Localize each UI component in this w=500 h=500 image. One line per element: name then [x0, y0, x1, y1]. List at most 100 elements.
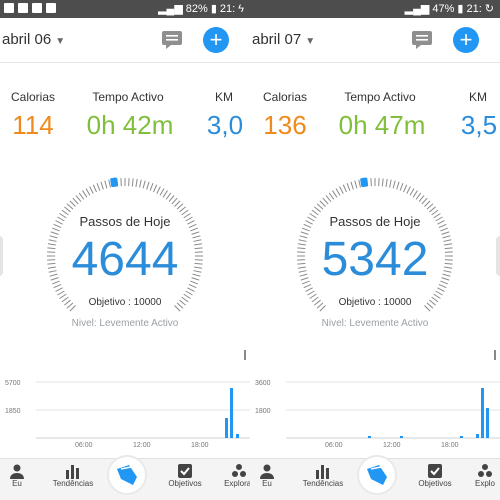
ring-tick	[307, 216, 315, 222]
nav-objetivos[interactable]: Objetivos	[160, 463, 210, 488]
ring-tick	[190, 280, 198, 285]
bar-chart-icon	[66, 465, 79, 479]
nav-tendencias[interactable]: Tendências	[298, 463, 348, 488]
ring-tick	[399, 183, 404, 191]
bottom-nav: Eu Tendências Objetivos Explo	[250, 455, 500, 500]
ring-tick	[108, 179, 111, 188]
ring-tick	[381, 178, 384, 187]
ring-tick	[52, 227, 60, 232]
message-icon[interactable]	[411, 30, 433, 50]
ring-tick	[300, 231, 309, 235]
signal-icon: ▂▄▆	[158, 3, 183, 15]
ring-tick	[194, 262, 203, 265]
ring-tick	[350, 181, 354, 190]
signal-icon: ▂▄▆	[404, 3, 430, 15]
ring-tick	[49, 273, 58, 277]
steps-value: 4644	[71, 233, 179, 286]
ring-tick	[191, 277, 200, 281]
bar	[476, 434, 479, 438]
nav-label: Explorar	[224, 479, 250, 488]
right-screen: ▂▄▆ 47% ▮ 21: ↻ abril 07 ▼ + Calorias Tem…	[250, 0, 500, 500]
checklist-icon	[428, 464, 442, 478]
nav-home-shoe[interactable]	[107, 455, 147, 495]
ring-tick	[47, 243, 56, 246]
ring-tick	[426, 203, 434, 210]
clock: 21:	[219, 2, 236, 15]
ring-tick	[299, 235, 308, 239]
ring-tick	[96, 183, 101, 191]
ring-tick	[332, 190, 338, 198]
ring-tick	[179, 206, 186, 213]
ring-tick	[85, 188, 91, 196]
nav-label: Eu	[262, 479, 272, 488]
y-tick-top: 5700	[5, 380, 21, 387]
bag-icon	[46, 3, 56, 13]
ring-tick	[299, 273, 308, 277]
calorias-value: 136	[263, 110, 307, 140]
nav-eu[interactable]: Eu	[0, 463, 42, 488]
ring-tick	[429, 299, 436, 306]
nav-explorar[interactable]: Explo	[460, 463, 500, 488]
ring-tick	[438, 223, 447, 228]
ring-tick	[69, 200, 76, 207]
ring-tick	[61, 296, 69, 303]
ring-tick	[82, 190, 88, 198]
ring-tick	[69, 305, 76, 312]
ring-tick	[55, 220, 63, 225]
ring-tick	[48, 270, 57, 273]
ring-tick	[319, 305, 326, 312]
add-button[interactable]: +	[203, 27, 229, 53]
nav-eu[interactable]: Eu	[250, 463, 292, 488]
ring-tick	[165, 192, 172, 200]
date-selector[interactable]: abril 07 ▼	[252, 31, 315, 48]
ring-tick	[57, 290, 65, 296]
x-tick-1200: 12:00	[133, 442, 151, 449]
ring-tick	[418, 195, 425, 202]
km-value: 3,0	[206, 110, 244, 140]
battery-icon: ▮	[457, 3, 464, 15]
shoe-icon	[117, 465, 137, 485]
ring-tick	[89, 186, 94, 194]
x-tick-1800: 18:00	[441, 442, 459, 449]
steps-title: Passos de Hoje	[79, 214, 171, 229]
bar	[236, 434, 239, 438]
bar	[460, 436, 463, 438]
ring-tick	[300, 277, 309, 281]
goal-text: Objetivo : 10000	[88, 297, 162, 308]
date-selector[interactable]: abril 06 ▼	[2, 31, 65, 48]
ring-tick	[50, 277, 59, 281]
ring-tick	[409, 188, 415, 196]
ring-tick	[358, 179, 361, 188]
next-page-peek[interactable]	[496, 236, 500, 276]
divider	[0, 62, 250, 63]
ring-tick	[171, 197, 178, 205]
ring-tick	[156, 186, 161, 194]
ring-tick	[49, 235, 58, 239]
ring-tick	[415, 192, 422, 200]
facebook-icon	[32, 3, 42, 13]
ring-tick	[328, 192, 335, 200]
ring-tick	[444, 243, 453, 246]
message-icon[interactable]	[161, 30, 183, 50]
progress-ring	[47, 177, 203, 312]
ring-tick	[176, 302, 184, 309]
nav-objetivos[interactable]: Objetivos	[410, 463, 460, 488]
ring-tick	[339, 186, 344, 194]
ring-tick	[66, 302, 74, 309]
nav-home-shoe[interactable]	[357, 455, 397, 495]
notification-icons	[4, 3, 56, 13]
sync-icon: ↻	[484, 3, 494, 15]
ring-tick	[406, 186, 411, 194]
add-button[interactable]: +	[453, 27, 479, 53]
ring-tick	[441, 277, 450, 281]
nav-explorar[interactable]: Explorar	[214, 463, 250, 488]
nav-tendencias[interactable]: Tendências	[48, 463, 98, 488]
prev-page-peek[interactable]	[0, 236, 3, 276]
ring-tick	[183, 213, 191, 219]
ring-tick	[53, 223, 62, 228]
level-text: Nivel: Levemente Activo	[321, 318, 429, 329]
ring-tick	[190, 227, 198, 232]
hourly-chart: 3600 1800 06:00 12:00 18:00	[255, 350, 500, 449]
date-label: abril 06	[2, 31, 52, 48]
ring-tick	[104, 180, 108, 189]
